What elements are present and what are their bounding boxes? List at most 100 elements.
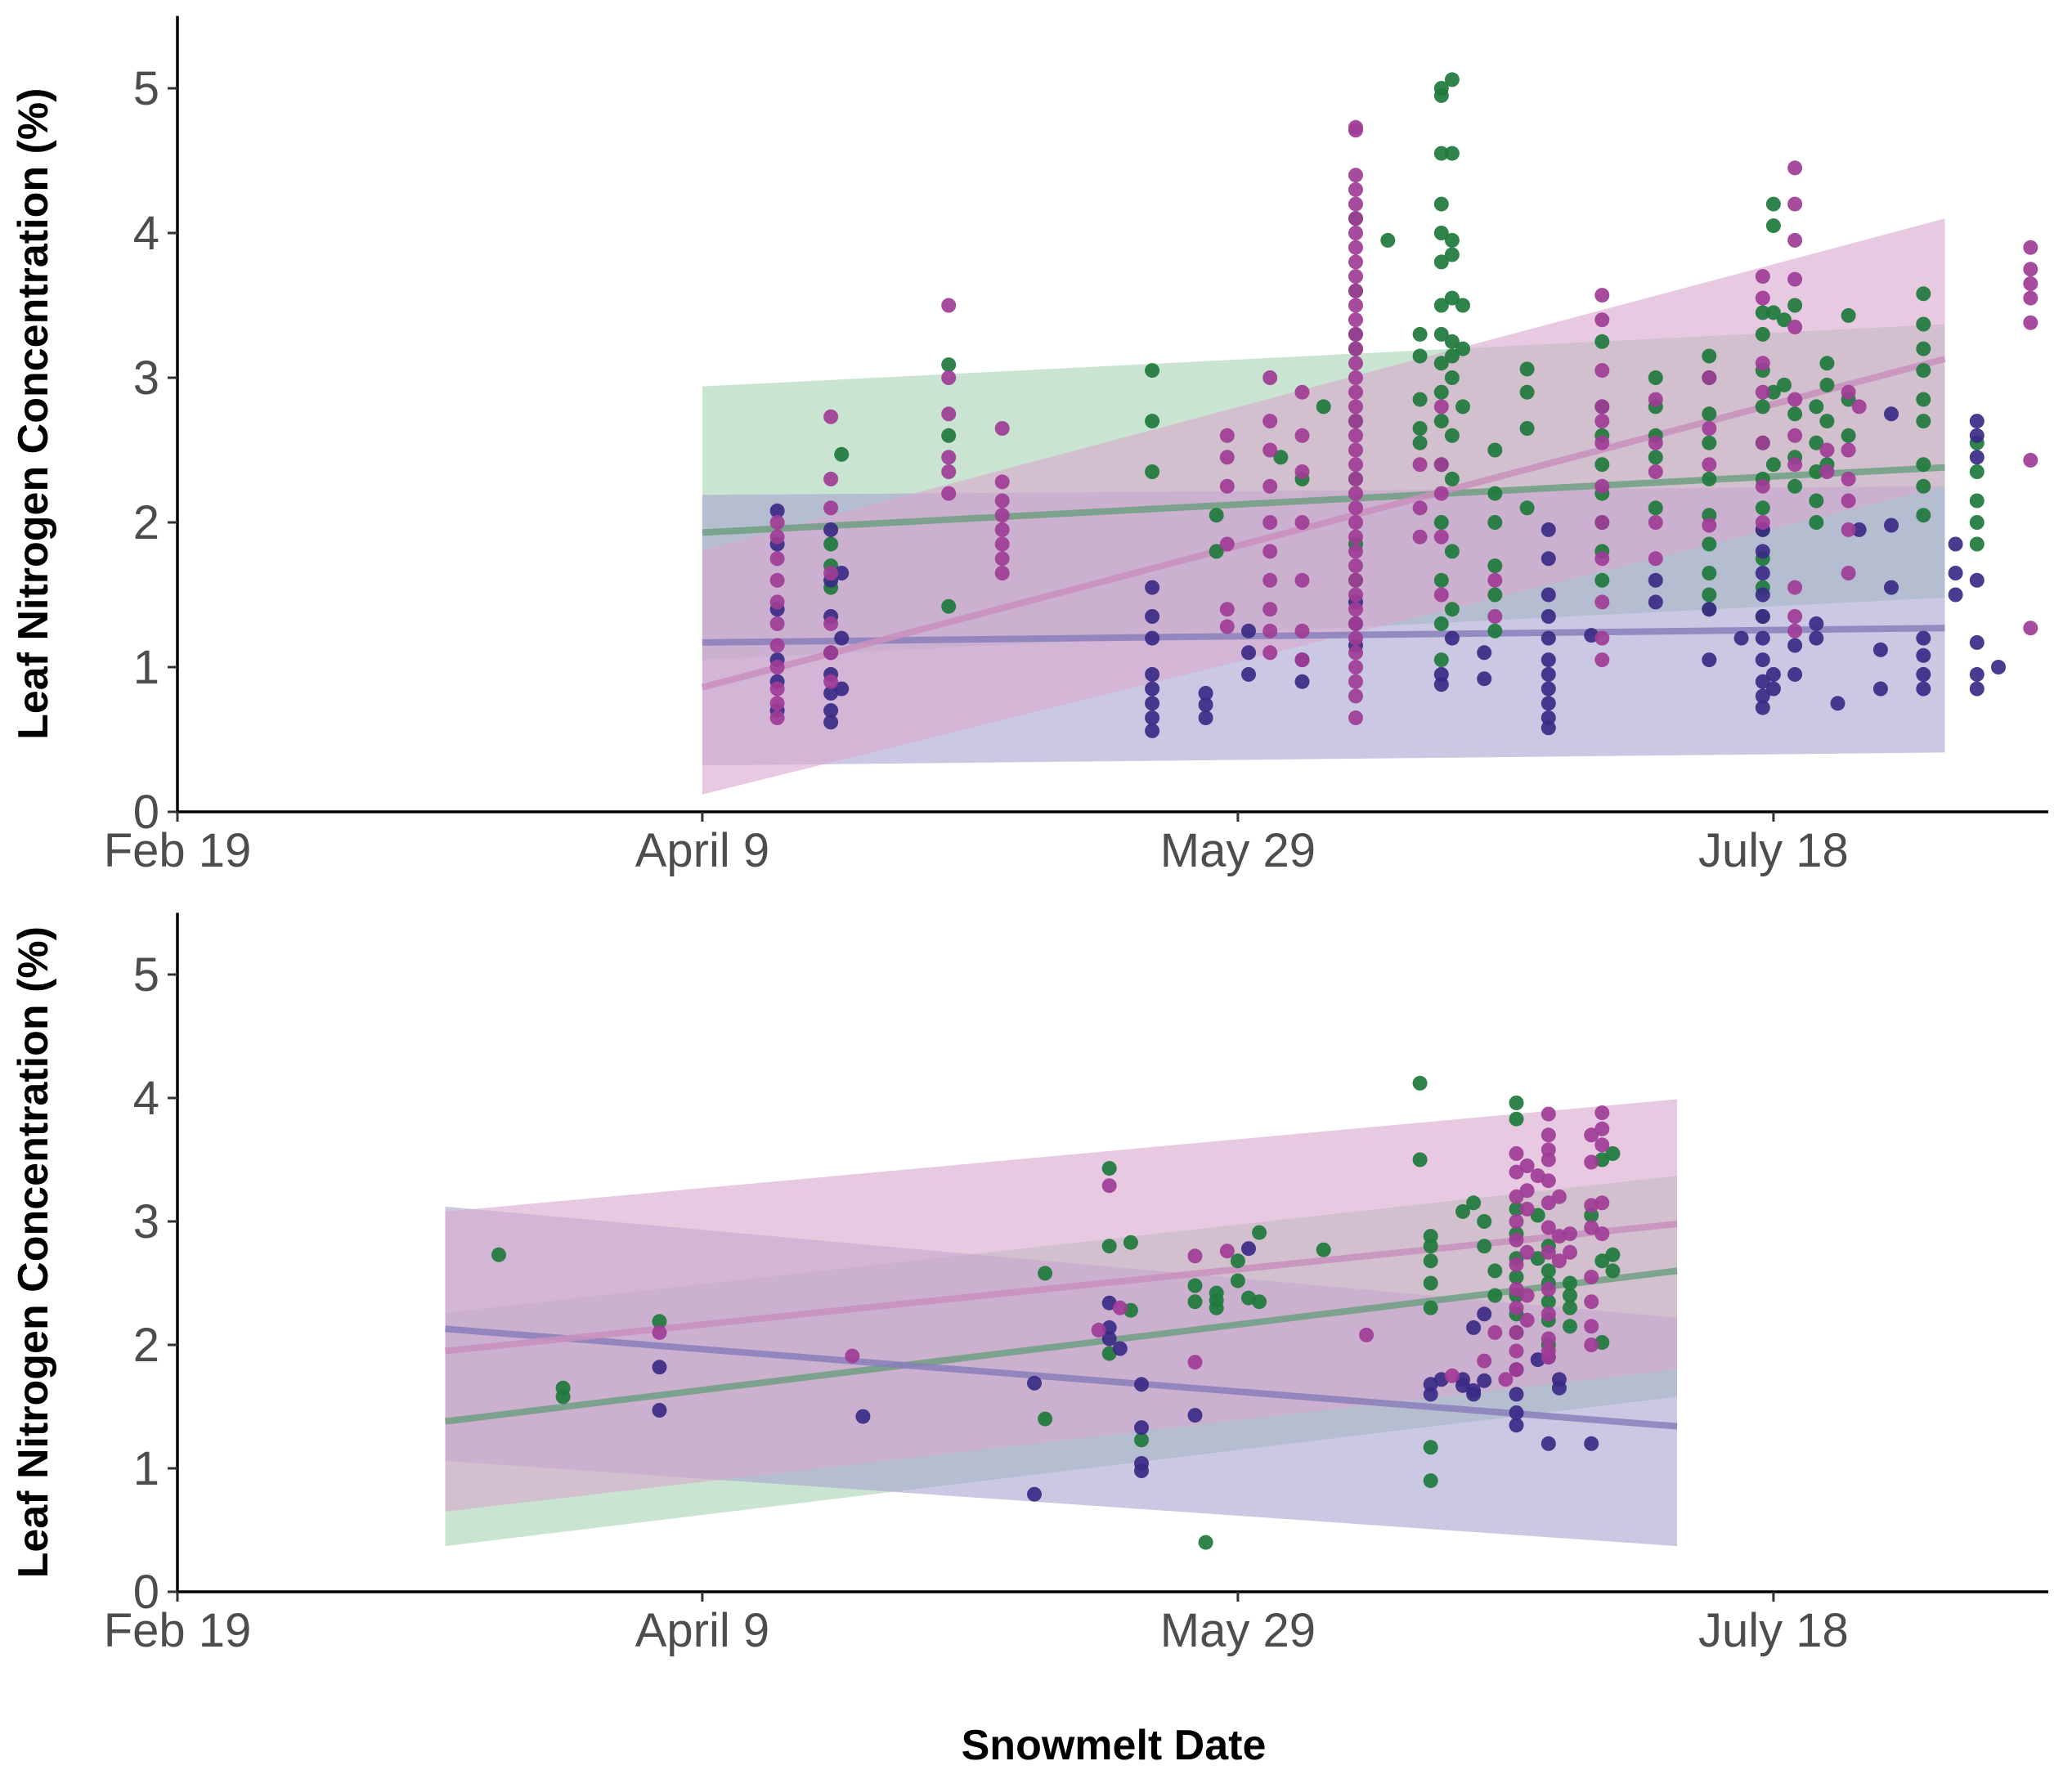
green-data-point (1423, 1300, 1438, 1315)
magenta-data-point (1702, 370, 1717, 385)
purple-data-point (1145, 723, 1160, 738)
magenta-data-point (1348, 515, 1363, 530)
green-data-point (1487, 442, 1503, 458)
magenta-data-point (1348, 674, 1363, 689)
magenta-data-point (1541, 1331, 1556, 1347)
green-data-point (1765, 457, 1781, 473)
magenta-data-point (994, 474, 1010, 490)
magenta-data-point (1187, 1355, 1203, 1370)
green-data-point (1187, 1278, 1203, 1293)
magenta-data-point (1348, 442, 1363, 458)
magenta-data-point (1594, 288, 1610, 303)
green-data-point (1755, 305, 1770, 320)
magenta-data-point (1348, 341, 1363, 356)
purple-data-point (1145, 630, 1160, 646)
y-tick-label: 3 (133, 352, 159, 405)
magenta-data-point (1584, 1220, 1599, 1235)
magenta-data-point (1551, 1253, 1567, 1269)
purple-data-point (1884, 580, 1899, 595)
green-data-point (1765, 218, 1781, 234)
purple-data-point (1884, 406, 1899, 422)
green-data-point (1433, 146, 1449, 161)
magenta-data-point (1787, 428, 1803, 443)
magenta-data-point (1541, 1173, 1556, 1189)
magenta-data-point (1219, 536, 1235, 552)
x-tick-label: Feb 19 (104, 1604, 252, 1657)
magenta-data-point (1541, 1306, 1556, 1322)
magenta-data-point (1348, 226, 1363, 240)
green-data-point (1444, 602, 1460, 617)
magenta-data-point (1498, 1372, 1514, 1387)
purple-data-point (1027, 1375, 1042, 1391)
green-data-point (1101, 1239, 1117, 1254)
green-data-point (1541, 1263, 1556, 1279)
green-data-point (1509, 1096, 1524, 1110)
green-data-point (1648, 450, 1663, 465)
magenta-data-point (1348, 123, 1363, 138)
magenta-data-point (1594, 312, 1610, 328)
magenta-data-point (1594, 435, 1610, 450)
magenta-data-point (1219, 428, 1235, 443)
magenta-data-point (769, 515, 785, 530)
magenta-data-point (941, 406, 957, 422)
green-data-point (1809, 464, 1824, 479)
green-data-point (1702, 508, 1717, 523)
purple-data-point (1916, 666, 1931, 682)
magenta-data-point (1594, 1105, 1610, 1121)
magenta-data-point (1519, 1201, 1535, 1217)
green-data-point (1519, 500, 1535, 516)
magenta-data-point (1348, 384, 1363, 400)
purple-data-point (1755, 566, 1770, 580)
magenta-data-point (1348, 544, 1363, 559)
purple-data-point (1466, 1320, 1482, 1335)
green-data-point (1038, 1266, 1053, 1281)
magenta-data-point (1594, 1226, 1610, 1242)
magenta-data-point (1433, 486, 1449, 501)
green-data-point (1433, 254, 1449, 270)
purple-data-point (1541, 652, 1556, 668)
green-data-point (941, 428, 957, 443)
green-data-point (1444, 348, 1460, 364)
magenta-data-point (994, 508, 1010, 523)
magenta-data-point (1433, 457, 1449, 473)
magenta-data-point (1584, 1127, 1599, 1143)
magenta-data-point (1187, 1248, 1203, 1264)
purple-data-point (1755, 544, 1770, 559)
purple-data-point (1541, 522, 1556, 537)
magenta-data-point (1348, 428, 1363, 443)
purple-data-point (1477, 645, 1492, 661)
magenta-data-point (1294, 515, 1310, 530)
green-data-point (1230, 1253, 1245, 1269)
green-data-point (1594, 457, 1610, 473)
green-data-point (1433, 414, 1449, 429)
green-data-point (1487, 515, 1503, 530)
magenta-data-point (1348, 587, 1363, 603)
green-data-point (1412, 435, 1428, 450)
magenta-data-point (1584, 1319, 1599, 1334)
x-tick-label: April 9 (635, 1604, 769, 1657)
green-data-point (1702, 471, 1717, 486)
purple-data-point (1541, 666, 1556, 682)
purple-data-point (834, 681, 850, 697)
magenta-data-point (769, 710, 785, 725)
green-data-point (1594, 1253, 1610, 1269)
green-data-point (1648, 370, 1663, 385)
magenta-data-point (1509, 1343, 1524, 1359)
magenta-data-point (1487, 609, 1503, 624)
green-data-point (1594, 334, 1610, 349)
magenta-data-point (1787, 320, 1803, 334)
magenta-data-point (1477, 1353, 1492, 1369)
magenta-fit-line (445, 1221, 1678, 1355)
green-data-point (1819, 377, 1835, 392)
magenta-data-point (1348, 486, 1363, 501)
magenta-data-point (1563, 1226, 1577, 1242)
magenta-data-point (1348, 269, 1363, 285)
purple-data-point (1134, 1463, 1149, 1478)
magenta-data-point (1755, 356, 1770, 371)
magenta-data-point (1841, 522, 1856, 537)
green-data-point (1423, 1440, 1438, 1455)
magenta-data-point (1787, 232, 1803, 248)
magenta-data-point (1841, 384, 1856, 400)
green-data-point (1809, 493, 1824, 509)
